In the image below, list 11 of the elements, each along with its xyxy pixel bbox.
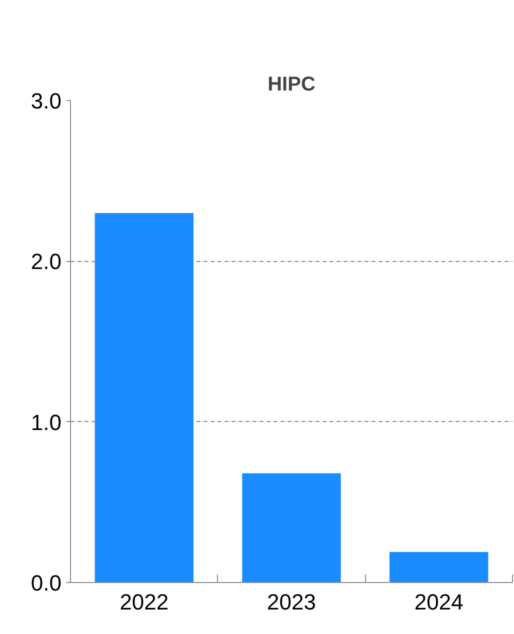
x-tick-label: 2023 xyxy=(267,590,316,614)
chart-title: HIPC xyxy=(268,74,316,96)
bar xyxy=(242,473,341,582)
y-tick-label: 3.0 xyxy=(30,88,62,114)
y-tick-label: 2.0 xyxy=(30,249,62,274)
x-tick-label: 2022 xyxy=(120,590,169,614)
bar xyxy=(389,552,488,582)
y-tick-label: 1.0 xyxy=(30,410,62,435)
bar xyxy=(94,212,194,582)
y-tick-label: 0.0 xyxy=(30,570,62,596)
x-tick-label: 2024 xyxy=(414,590,464,614)
